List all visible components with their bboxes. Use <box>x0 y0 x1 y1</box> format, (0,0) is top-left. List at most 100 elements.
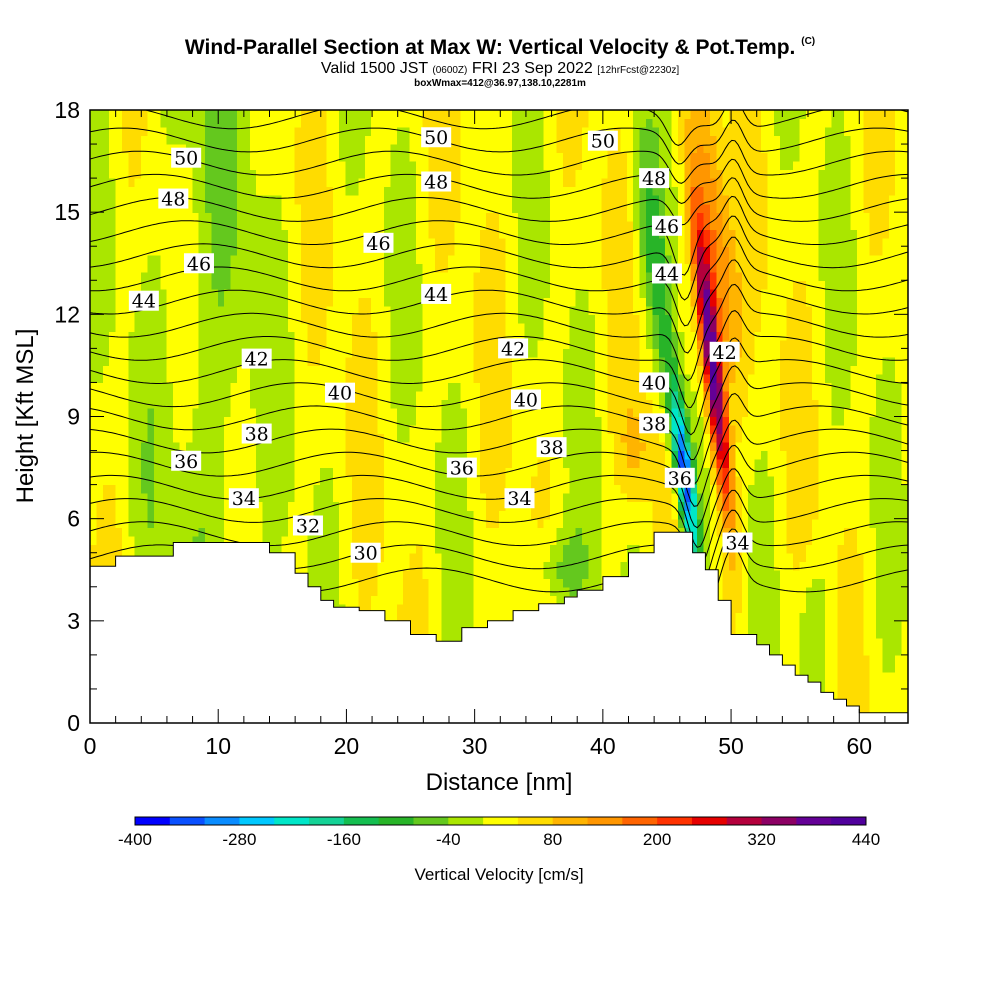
velocity-cell <box>428 552 436 562</box>
velocity-cell <box>205 493 213 503</box>
velocity-cell <box>761 476 769 486</box>
velocity-cell <box>556 467 564 477</box>
velocity-cell <box>192 390 200 401</box>
velocity-cell <box>575 510 583 520</box>
velocity-cell <box>153 527 161 537</box>
velocity-cell <box>473 390 481 401</box>
velocity-cell <box>876 510 884 520</box>
velocity-cell <box>447 433 455 443</box>
velocity-cell <box>562 407 570 418</box>
velocity-cell <box>722 467 730 477</box>
velocity-cell <box>824 603 832 613</box>
velocity-cell <box>403 501 411 511</box>
velocity-cell <box>447 552 455 562</box>
velocity-cell <box>767 459 775 469</box>
velocity-cell <box>780 476 788 486</box>
velocity-cell <box>741 459 749 469</box>
velocity-cell <box>134 535 142 545</box>
velocity-cell <box>518 510 526 520</box>
velocity-cell <box>761 518 769 528</box>
velocity-cell <box>735 527 743 537</box>
velocity-cell <box>415 450 423 460</box>
velocity-cell <box>767 510 775 520</box>
velocity-cell <box>607 501 615 511</box>
velocity-cell <box>262 493 270 503</box>
velocity-cell <box>812 484 820 494</box>
velocity-cell <box>524 603 532 613</box>
velocity-cell <box>390 442 398 452</box>
velocity-cell <box>377 493 385 503</box>
velocity-cell <box>575 518 583 528</box>
velocity-cell <box>383 595 391 605</box>
velocity-cell <box>109 484 117 494</box>
velocity-cell <box>799 629 807 639</box>
velocity-cell <box>767 544 775 554</box>
velocity-cell <box>524 450 532 460</box>
velocity-cell <box>211 425 219 435</box>
velocity-cell <box>754 544 762 554</box>
velocity-cell <box>281 527 289 537</box>
velocity-cell <box>217 450 225 460</box>
velocity-cell <box>882 612 890 622</box>
velocity-cell <box>249 459 257 469</box>
velocity-cell <box>454 561 462 571</box>
velocity-cell <box>620 493 628 503</box>
velocity-cell <box>428 518 436 528</box>
velocity-cell <box>371 484 379 494</box>
velocity-cell <box>243 518 251 528</box>
velocity-cell <box>383 518 391 528</box>
velocity-cell <box>383 552 391 562</box>
velocity-cell <box>901 680 908 690</box>
velocity-cell <box>454 569 462 579</box>
velocity-cell <box>844 671 852 682</box>
velocity-cell <box>818 407 826 418</box>
velocity-cell <box>185 416 193 426</box>
velocity-cell <box>90 382 97 392</box>
velocity-cell <box>486 561 494 571</box>
velocity-cell <box>390 399 398 409</box>
velocity-cell <box>786 425 794 435</box>
velocity-cell <box>230 518 238 528</box>
velocity-cell <box>735 518 743 528</box>
velocity-cell <box>837 595 845 605</box>
velocity-cell <box>403 510 411 520</box>
velocity-cell <box>441 629 449 639</box>
velocity-cell <box>275 416 283 426</box>
velocity-cell <box>697 476 705 486</box>
velocity-cell <box>185 399 193 409</box>
velocity-cell <box>300 467 308 477</box>
velocity-cell <box>729 595 737 605</box>
velocity-cell <box>901 467 908 477</box>
velocity-cell <box>594 510 602 520</box>
velocity-cell <box>102 527 110 537</box>
velocity-cell <box>454 425 462 435</box>
velocity-cell <box>141 467 149 477</box>
velocity-cell <box>511 561 519 571</box>
velocity-cell <box>767 561 775 571</box>
velocity-cell <box>773 501 781 511</box>
velocity-cell <box>115 390 123 401</box>
velocity-cell <box>805 407 813 418</box>
velocity-cell <box>422 569 430 579</box>
velocity-cell <box>479 527 487 537</box>
velocity-cell <box>639 544 647 554</box>
velocity-cell <box>869 467 877 477</box>
velocity-cell <box>735 501 743 511</box>
velocity-cell <box>288 425 296 435</box>
velocity-cell <box>888 680 896 690</box>
velocity-cell <box>799 518 807 528</box>
velocity-cell <box>339 535 347 545</box>
velocity-cell <box>518 535 526 545</box>
velocity-cell <box>882 416 890 426</box>
velocity-cell <box>320 416 328 426</box>
velocity-cell <box>741 595 749 605</box>
velocity-cell <box>467 425 475 435</box>
velocity-cell <box>332 493 340 503</box>
velocity-cell <box>224 390 232 401</box>
velocity-cell <box>652 459 660 469</box>
velocity-cell <box>422 433 430 443</box>
velocity-cell <box>224 527 232 537</box>
velocity-cell <box>895 612 903 622</box>
velocity-cell <box>377 476 385 486</box>
velocity-cell <box>185 493 193 503</box>
